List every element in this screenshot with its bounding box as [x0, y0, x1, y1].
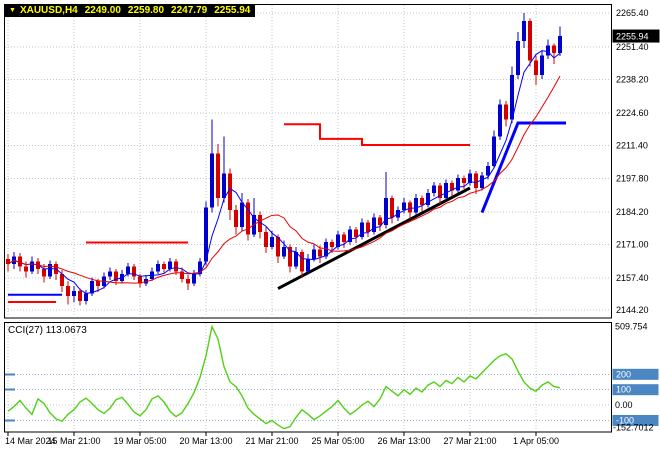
- moving-average-5: [7, 50, 561, 294]
- cci-level-badge: [612, 414, 659, 426]
- svg-text:20 Mar 13:00: 20 Mar 13:00: [179, 436, 232, 446]
- svg-text:-152.7012: -152.7012: [613, 423, 654, 433]
- svg-text:0.00: 0.00: [615, 400, 633, 410]
- svg-text:2144.20: 2144.20: [616, 305, 649, 315]
- current-price-badge: [612, 29, 660, 43]
- cci-indicator-label: CCI(27) 113.0673: [8, 325, 87, 336]
- svg-text:2238.20: 2238.20: [616, 75, 649, 85]
- trendline[interactable]: [277, 186, 471, 290]
- cci-line: [7, 324, 561, 430]
- low-value: 2247.79: [171, 5, 208, 16]
- cci-level-badge: [612, 384, 659, 396]
- symbol-ohlc-label: ▼ XAUUSD,H4 2249.00 2259.80 2247.79 2255…: [4, 4, 256, 17]
- cci-level-lines: [5, 373, 611, 422]
- indicator-segments: [8, 121, 566, 304]
- svg-text:25 Mar 05:00: 25 Mar 05:00: [311, 436, 364, 446]
- svg-text:1 Apr 05:00: 1 Apr 05:00: [513, 436, 559, 446]
- pane-backgrounds: [4, 4, 612, 433]
- svg-text:200: 200: [616, 369, 631, 379]
- svg-text:2224.60: 2224.60: [616, 108, 649, 118]
- symbol-dropdown-icon: ▼: [9, 7, 16, 14]
- svg-text:100: 100: [616, 385, 631, 395]
- moving-average-13: [7, 75, 561, 284]
- svg-text:26 Mar 13:00: 26 Mar 13:00: [377, 436, 430, 446]
- svg-text:2197.80: 2197.80: [616, 174, 649, 184]
- price-axis[interactable]: 2265.40 2251.40 2238.20 2224.60 2211.40 2197.…: [612, 8, 660, 315]
- close-value: 2255.94: [214, 5, 251, 16]
- svg-text:14 Mar 2024: 14 Mar 2024: [5, 436, 56, 446]
- cci-axis[interactable]: 509.754 200 100 -100 0.00 -152.7012: [612, 322, 659, 433]
- svg-text:15 Mar 21:00: 15 Mar 21:00: [47, 436, 100, 446]
- high-value: 2259.80: [127, 5, 165, 16]
- svg-text:2255.94: 2255.94: [616, 32, 649, 42]
- svg-text:-100: -100: [616, 415, 634, 425]
- symbol-timeframe-label: XAUUSD,H4: [19, 5, 78, 16]
- svg-text:2171.00: 2171.00: [616, 239, 649, 249]
- svg-text:2211.40: 2211.40: [616, 140, 648, 150]
- open-value: 2249.00: [84, 5, 121, 16]
- svg-text:19 Mar 05:00: 19 Mar 05:00: [113, 436, 166, 446]
- svg-text:2157.40: 2157.40: [616, 273, 649, 283]
- svg-text:27 Mar 21:00: 27 Mar 21:00: [443, 436, 496, 446]
- svg-text:2184.20: 2184.20: [616, 207, 649, 217]
- cci-level-badge: [612, 368, 659, 380]
- svg-text:21 Mar 21:00: 21 Mar 21:00: [245, 436, 298, 446]
- svg-text:2265.40: 2265.40: [616, 8, 649, 18]
- svg-text:2251.40: 2251.40: [616, 42, 649, 52]
- svg-text:509.754: 509.754: [615, 322, 648, 332]
